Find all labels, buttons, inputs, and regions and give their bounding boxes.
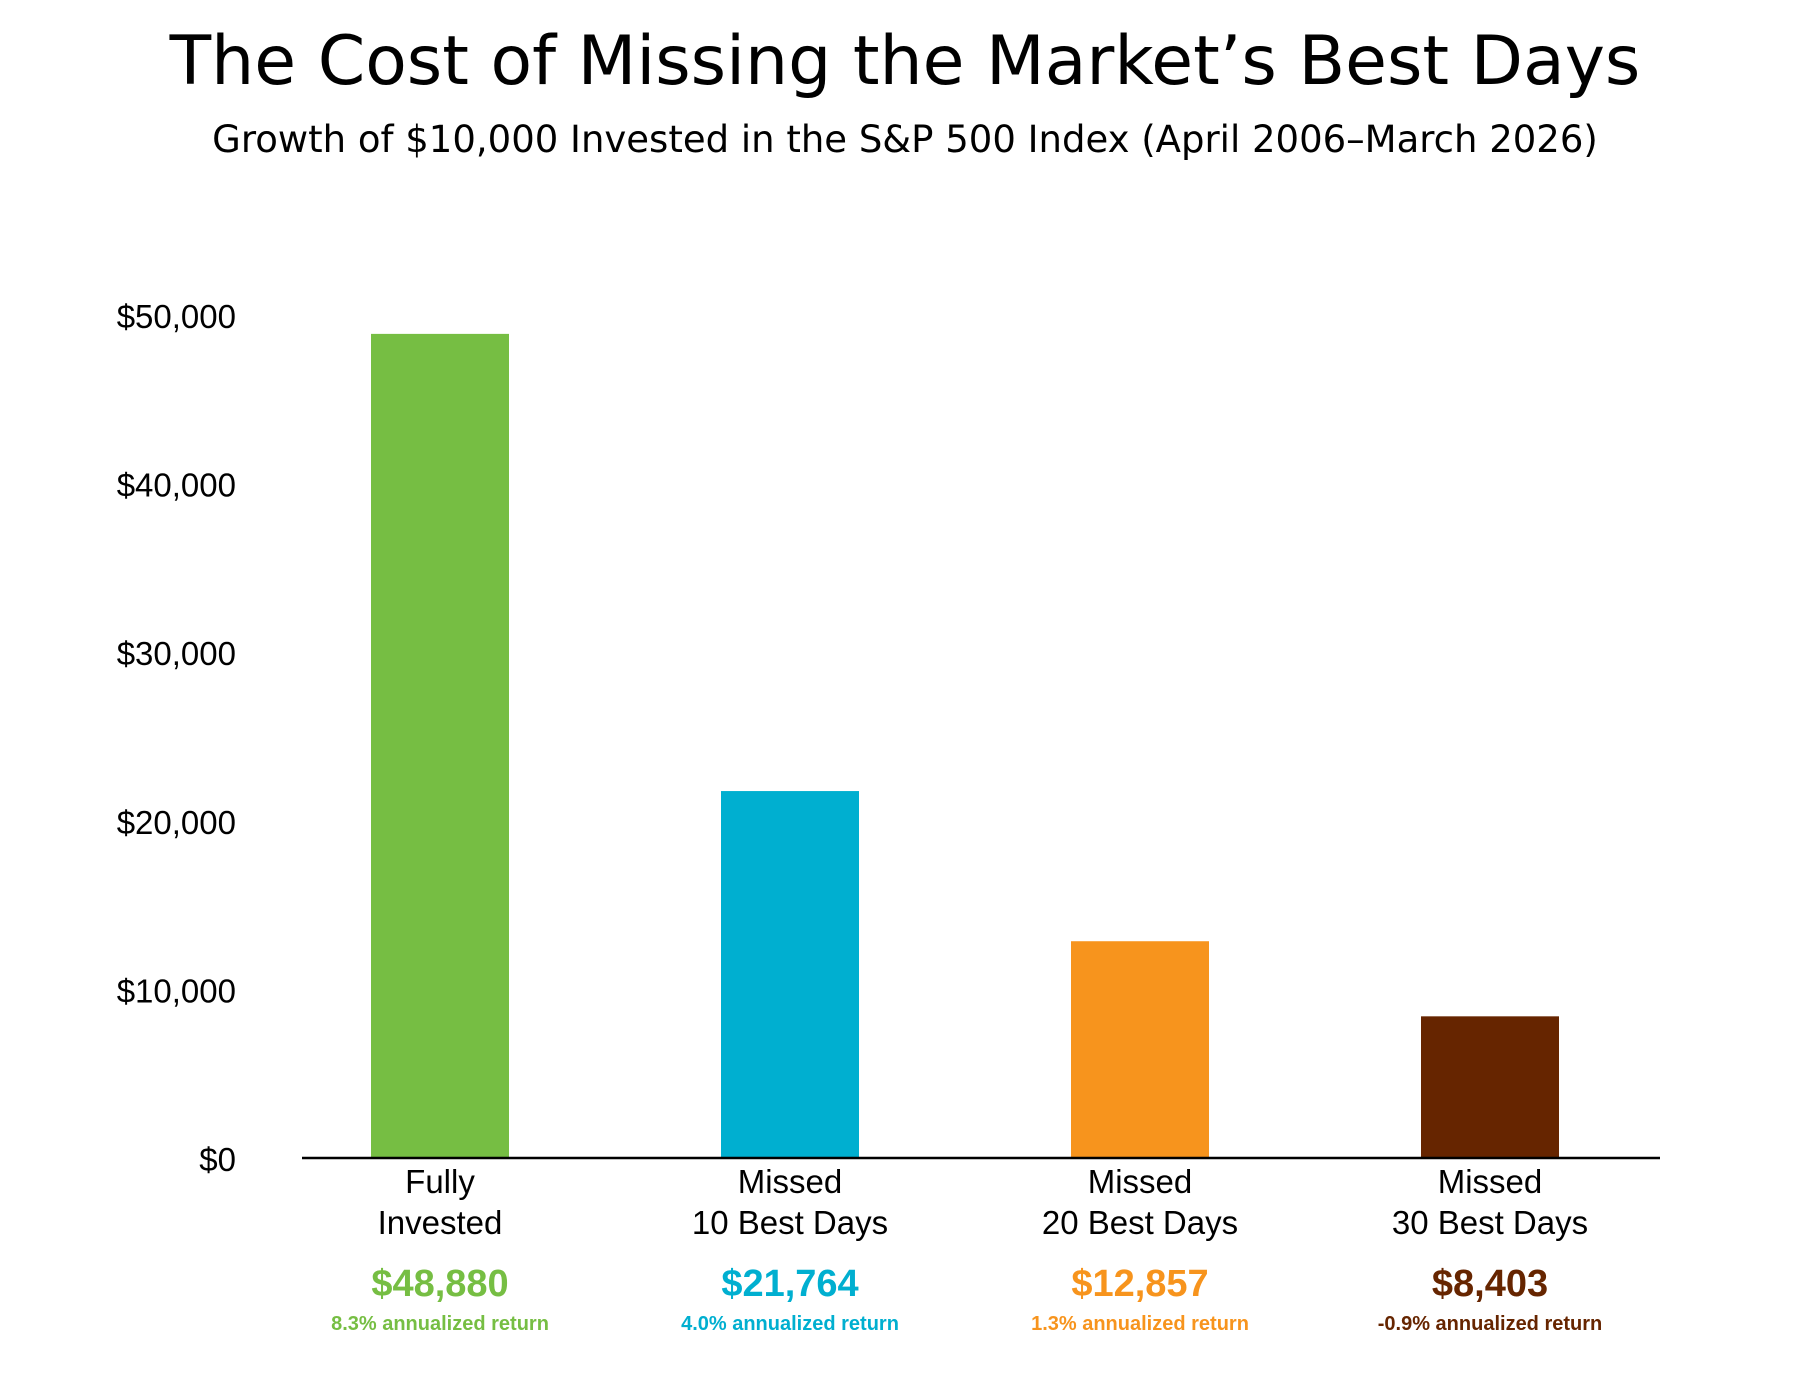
value-label: $8,403 <box>1432 1263 1548 1305</box>
chart-subtitle: Growth of $10,000 Invested in the S&P 50… <box>212 118 1598 161</box>
x-category-label: Missed <box>738 1163 843 1200</box>
value-label: $21,764 <box>721 1263 858 1305</box>
bar <box>1421 1016 1559 1158</box>
x-category-label: 10 Best Days <box>692 1204 888 1241</box>
y-tick-label: $20,000 <box>117 804 236 841</box>
bars-group <box>371 333 1559 1159</box>
value-label: $12,857 <box>1071 1263 1208 1305</box>
y-tick-label: $30,000 <box>117 635 236 672</box>
x-category-label: 20 Best Days <box>1042 1204 1238 1241</box>
x-category-label: 30 Best Days <box>1392 1204 1588 1241</box>
y-tick-label: $50,000 <box>117 298 236 335</box>
x-category-label: Missed <box>1438 1163 1543 1200</box>
bar <box>371 333 509 1159</box>
annualized-return-label: 1.3% annualized return <box>1031 1313 1249 1335</box>
chart-title: The Cost of Missing the Market’s Best Da… <box>169 22 1641 101</box>
annualized-return-label: 4.0% annualized return <box>681 1313 899 1335</box>
annualized-return-label: 8.3% annualized return <box>331 1313 549 1335</box>
x-axis-labels: Fully Invested $48,880 8.3% annualized retu… <box>331 1163 1602 1335</box>
value-label: $48,880 <box>371 1263 508 1305</box>
y-tick-label: $40,000 <box>117 467 236 504</box>
y-axis: $0 $10,000 $20,000 $30,000 $40,000 $50,000 <box>117 298 236 1178</box>
x-category-label: Fully <box>405 1163 475 1200</box>
annualized-return-label: -0.9% annualized return <box>1378 1313 1603 1335</box>
x-category-label: Missed <box>1088 1163 1193 1200</box>
x-category-label: Invested <box>378 1204 503 1241</box>
y-tick-label: $0 <box>199 1141 236 1178</box>
bar <box>721 791 859 1158</box>
y-tick-label: $10,000 <box>117 972 236 1009</box>
bar <box>1071 941 1209 1158</box>
